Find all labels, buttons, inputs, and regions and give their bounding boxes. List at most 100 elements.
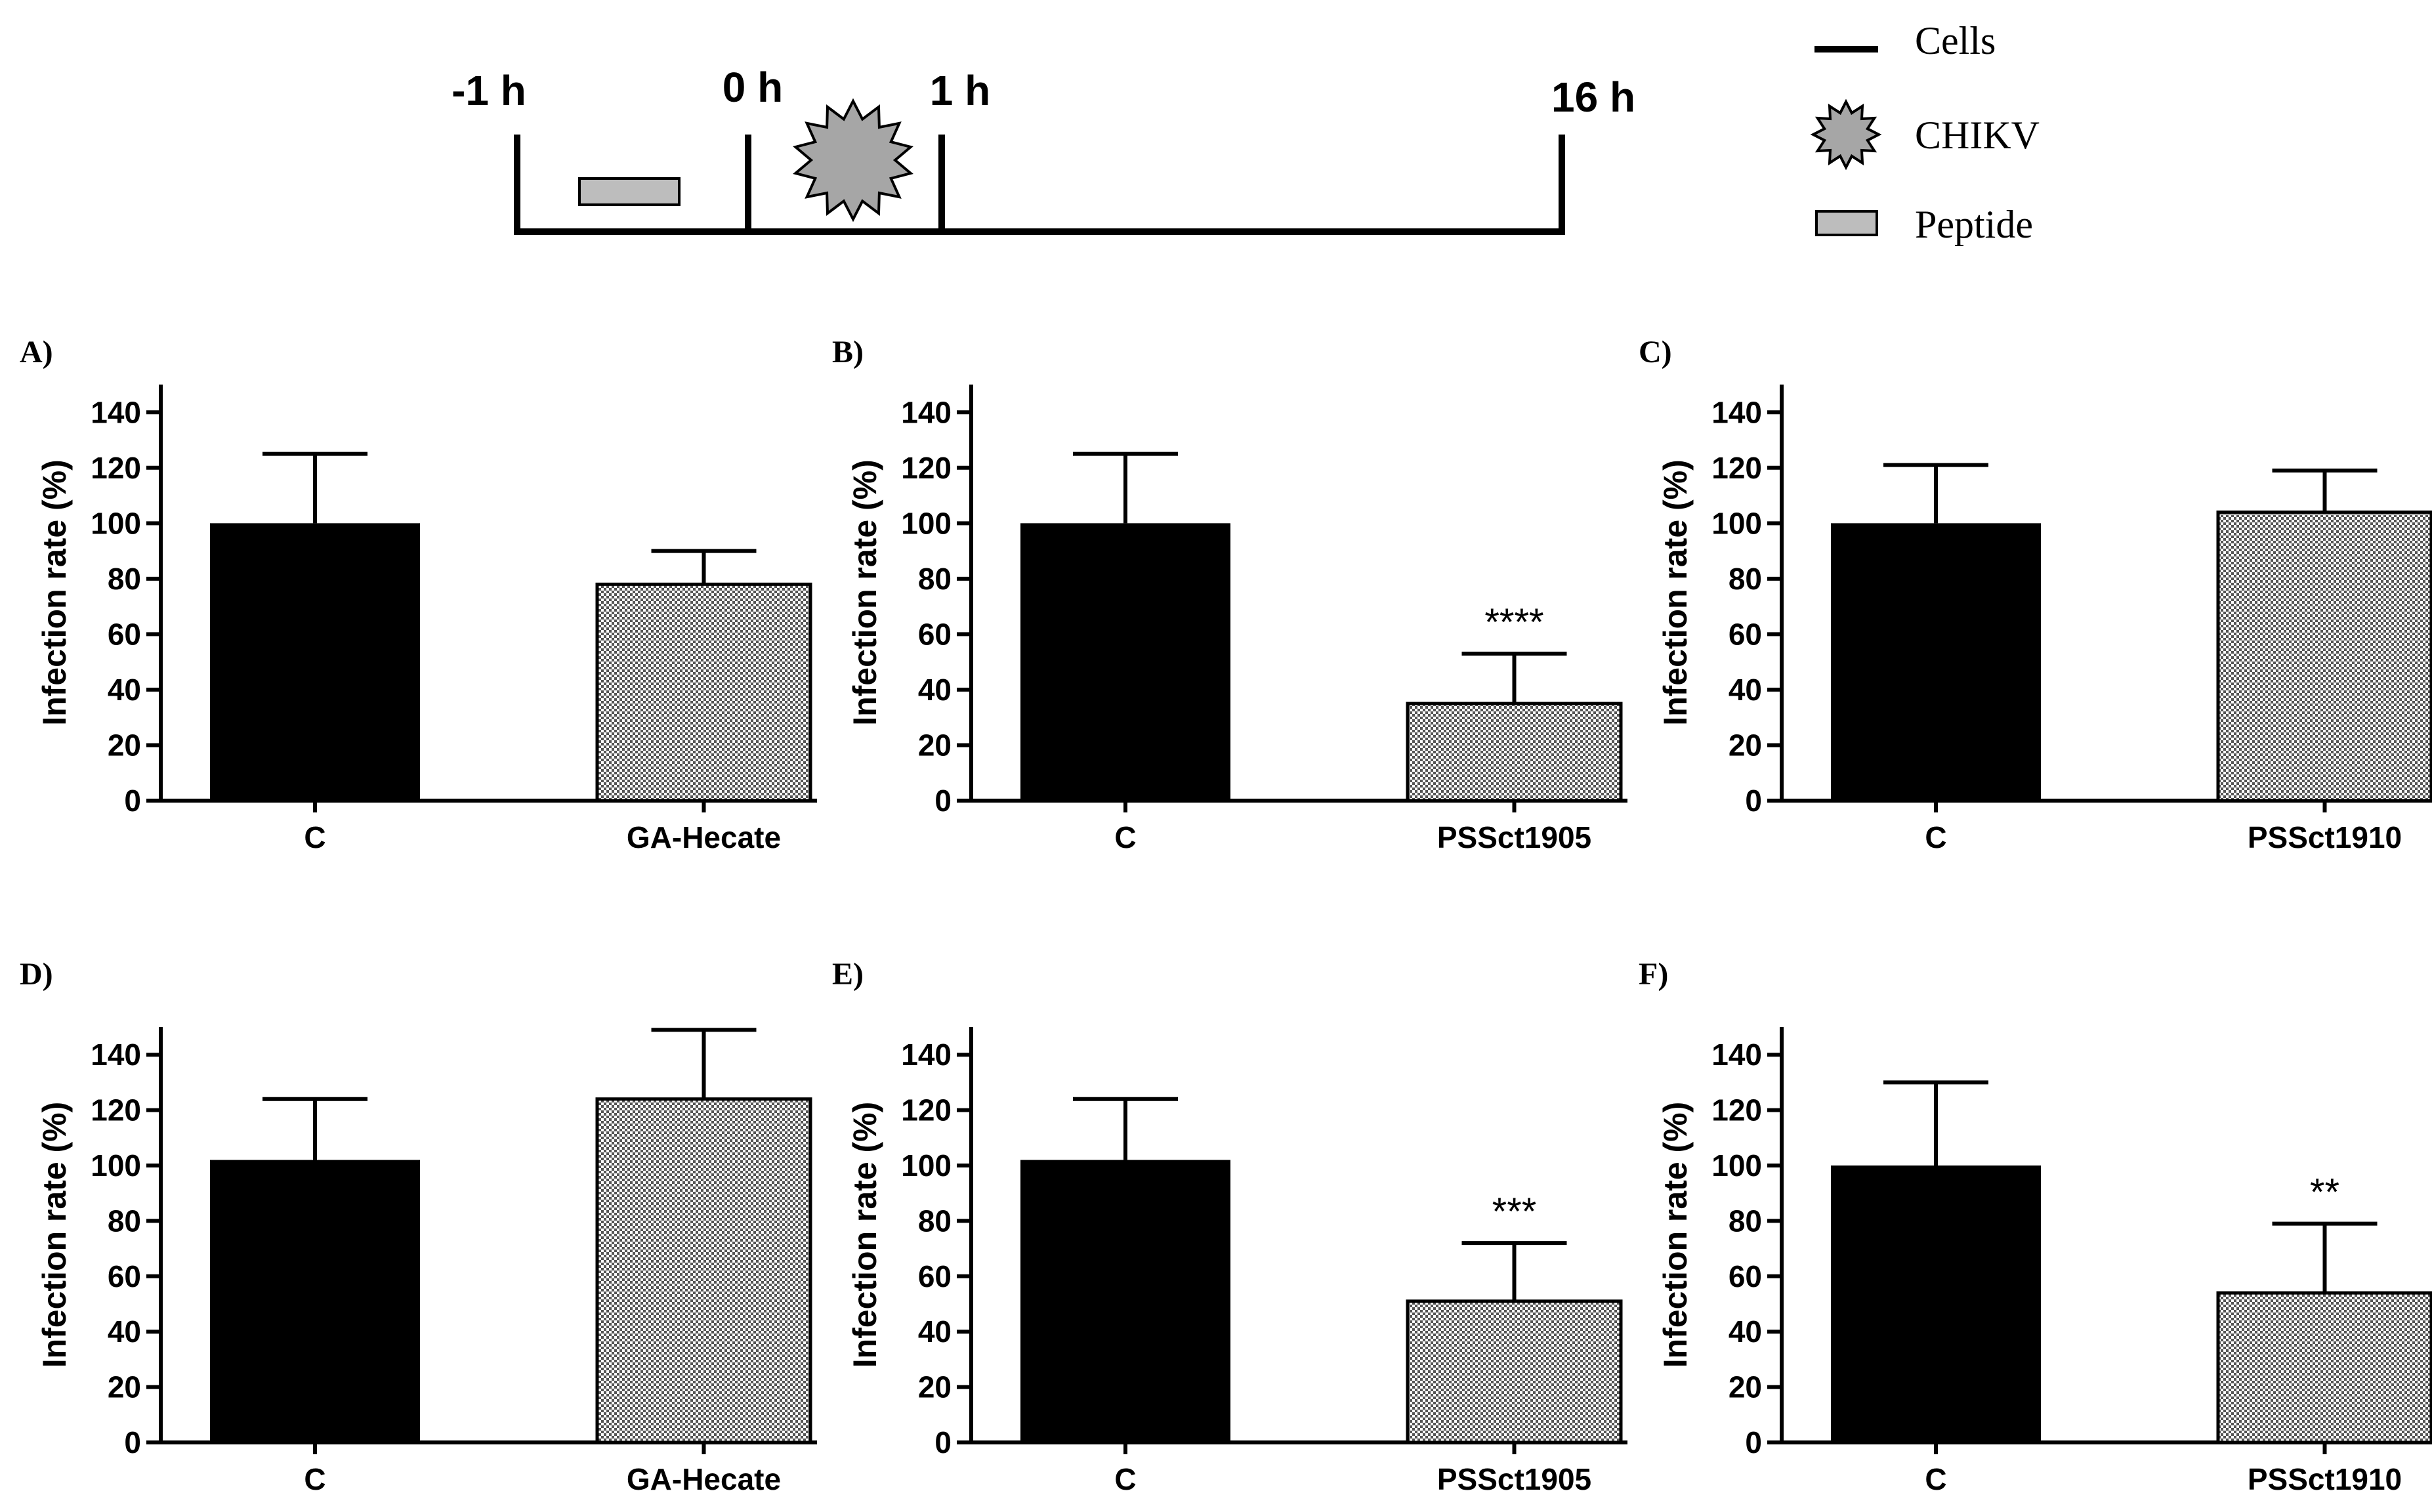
peptide-box-icon <box>1815 210 1878 236</box>
y-tick-label: 40 <box>1729 1314 1762 1349</box>
panel-a: A) Infection rate (%) 0 20 40 60 80 100 120 140 C G… <box>20 335 817 854</box>
y-tick-label: 0 <box>124 1425 141 1460</box>
peptide-box-icon <box>578 177 681 206</box>
panel-c: C) Infection rate (%) 0 20 40 60 80 100 120 140 C P… <box>1639 335 2432 854</box>
y-tick-label: 60 <box>1729 617 1762 651</box>
y-tick-label: 60 <box>918 617 952 651</box>
y-tick-label: 20 <box>108 728 141 762</box>
x-tick-label: PSSct1905 <box>1437 1462 1591 1496</box>
y-tick-label: 0 <box>934 1425 952 1460</box>
y-axis-label: Infection rate (%) <box>1657 1102 1694 1368</box>
y-tick-label: 40 <box>1729 673 1762 707</box>
significance-label: **** <box>1484 601 1543 644</box>
y-tick-label: 80 <box>108 562 141 596</box>
y-tick-label: 0 <box>1745 1425 1762 1460</box>
y-tick-label: 0 <box>1745 784 1762 818</box>
virus-star-icon <box>793 98 913 222</box>
y-tick-label: 60 <box>1729 1259 1762 1293</box>
legend-label-chikv: CHIKV <box>1915 114 2040 157</box>
y-tick-label: 120 <box>91 451 141 485</box>
y-tick-label: 140 <box>901 395 952 429</box>
panel-title: D) <box>20 957 53 992</box>
y-tick-label: 0 <box>124 784 141 818</box>
panel-e: E) Infection rate (%) 0 20 40 60 80 100 120 140 C P… <box>832 957 1627 1496</box>
y-tick-label: 40 <box>918 673 952 707</box>
panel-title: B) <box>832 335 864 369</box>
panel-title: F) <box>1639 957 1668 992</box>
bar-peptide <box>2216 510 2432 803</box>
y-tick-label: 100 <box>1711 506 1762 540</box>
y-tick-label: 120 <box>1711 451 1762 485</box>
y-tick-label: 100 <box>91 1148 141 1183</box>
y-tick-label: 100 <box>1711 1148 1762 1183</box>
bar-control <box>210 523 420 801</box>
y-axis-label: Infection rate (%) <box>847 1102 883 1368</box>
time-label-minus1h: -1 h <box>451 67 526 114</box>
bar-peptide <box>2216 1291 2432 1444</box>
bar-control <box>1831 1166 2041 1442</box>
timeline-schematic: -1 h 0 h 1 h 16 h <box>451 64 1635 235</box>
time-label-1h: 1 h <box>930 67 990 114</box>
y-tick-label: 20 <box>1729 728 1762 762</box>
y-tick-label: 100 <box>901 506 952 540</box>
legend-label-cells: Cells <box>1915 19 1996 62</box>
y-axis-label: Infection rate (%) <box>36 1102 73 1368</box>
bar-control <box>1020 1160 1230 1442</box>
y-tick-label: 60 <box>108 1259 141 1293</box>
significance-label: ** <box>2310 1171 2339 1214</box>
bar-peptide <box>1406 702 1623 803</box>
bar-control <box>1831 523 2041 801</box>
x-tick-label: C <box>1114 820 1136 854</box>
y-tick-label: 120 <box>91 1093 141 1127</box>
panel-title: C) <box>1639 335 1672 369</box>
x-tick-label: C <box>1925 1462 1946 1496</box>
y-tick-label: 140 <box>91 395 141 429</box>
y-tick-label: 20 <box>918 728 952 762</box>
y-tick-label: 40 <box>918 1314 952 1349</box>
bar-peptide <box>595 582 812 803</box>
x-tick-label: GA-Hecate <box>627 1462 781 1496</box>
y-tick-label: 60 <box>108 617 141 651</box>
x-tick-label: C <box>1925 820 1946 854</box>
y-tick-label: 80 <box>108 1204 141 1238</box>
bar-control <box>210 1160 420 1442</box>
y-tick-label: 0 <box>934 784 952 818</box>
y-tick-label: 140 <box>1711 1038 1762 1072</box>
y-tick-label: 140 <box>91 1038 141 1072</box>
y-tick-label: 80 <box>1729 1204 1762 1238</box>
y-tick-label: 120 <box>901 451 952 485</box>
legend-label-peptide: Peptide <box>1915 203 2033 246</box>
panel-b: B) Infection rate (%) 0 20 40 60 80 100 120 140 C P… <box>832 335 1627 854</box>
y-tick-label: 60 <box>918 1259 952 1293</box>
panel-d: D) Infection rate (%) 0 20 40 60 80 100 120 140 C G… <box>20 957 817 1496</box>
x-tick-label: PSSct1905 <box>1437 820 1591 854</box>
y-tick-label: 120 <box>1711 1093 1762 1127</box>
y-tick-label: 40 <box>108 1314 141 1349</box>
y-axis-label: Infection rate (%) <box>36 459 73 726</box>
y-tick-label: 100 <box>901 1148 952 1183</box>
x-tick-label: PSSct1910 <box>2248 820 2402 854</box>
bar-peptide <box>1406 1299 1623 1444</box>
significance-label: *** <box>1492 1190 1537 1233</box>
panel-title: A) <box>20 335 53 369</box>
y-tick-label: 40 <box>108 673 141 707</box>
y-tick-label: 80 <box>1729 562 1762 596</box>
y-tick-label: 80 <box>918 562 952 596</box>
x-tick-label: PSSct1910 <box>2248 1462 2402 1496</box>
y-tick-label: 80 <box>918 1204 952 1238</box>
chart-panels: A) Infection rate (%) 0 20 40 60 80 100 120 140 C G… <box>20 335 2432 1496</box>
x-tick-label: C <box>304 820 325 854</box>
y-tick-label: 20 <box>108 1370 141 1404</box>
x-tick-label: C <box>1114 1462 1136 1496</box>
y-tick-label: 140 <box>1711 395 1762 429</box>
y-tick-label: 140 <box>901 1038 952 1072</box>
time-label-0h: 0 h <box>723 64 783 111</box>
y-tick-label: 120 <box>901 1093 952 1127</box>
y-tick-label: 20 <box>918 1370 952 1404</box>
virus-star-icon <box>1810 98 1882 171</box>
timeline-axis <box>514 135 1565 235</box>
x-tick-label: GA-Hecate <box>627 820 781 854</box>
x-tick-label: C <box>304 1462 325 1496</box>
time-label-16h: 16 h <box>1551 74 1635 121</box>
